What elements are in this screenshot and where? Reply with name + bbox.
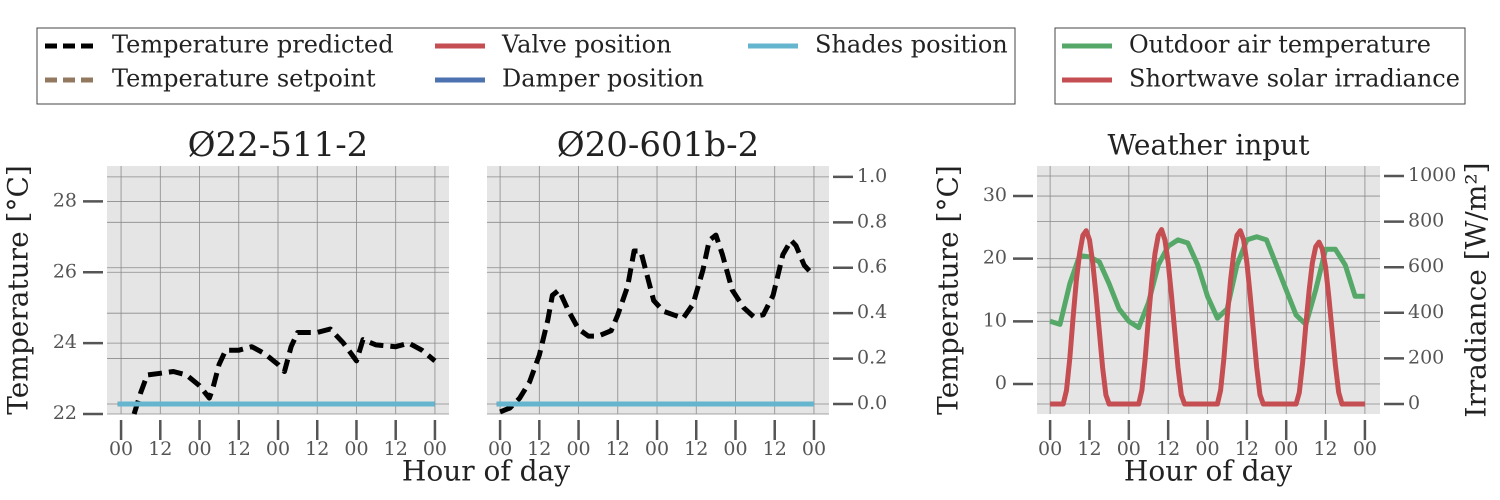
panel-title: Ø20-601b-2: [557, 125, 759, 165]
y2-tick-label: 0.2: [857, 347, 887, 369]
x-tick-label: 00: [1195, 438, 1219, 460]
x-tick-label: 12: [227, 438, 251, 460]
y2-tick-label: 200: [1408, 346, 1444, 368]
x-tick-label: 12: [1235, 438, 1259, 460]
legend-box: [1054, 27, 1466, 105]
x-tick-label: 00: [802, 438, 826, 460]
legend-label: Temperature setpoint: [112, 65, 376, 93]
series-line: [131, 326, 437, 415]
x-tick-label: 00: [645, 438, 669, 460]
x-tick-label: 00: [1038, 438, 1062, 460]
x-tick-label: 12: [384, 438, 408, 460]
y2-tick-label: 0: [1408, 392, 1420, 414]
legend-label: Valve position: [501, 31, 672, 59]
y2-tick-label: 0.6: [857, 256, 887, 278]
y2-tick-label: 0.0: [857, 392, 887, 414]
panel-title: Ø22-511-2: [188, 125, 369, 165]
y-tick-label: 22: [53, 402, 77, 424]
x-tick-label: 00: [723, 438, 747, 460]
y-tick-label: 30: [983, 184, 1007, 206]
series-line: [1050, 227, 1365, 407]
series-line: [499, 232, 813, 415]
x-tick-label: 00: [266, 438, 290, 460]
x-tick-label: 12: [1077, 438, 1101, 460]
y2-tick-label: 1.0: [857, 165, 887, 187]
x-axis-label: Hour of day: [402, 455, 570, 488]
x-tick-label: 00: [488, 438, 512, 460]
y2-tick-label: 1000: [1408, 164, 1456, 186]
y2-tick-label: 800: [1408, 210, 1444, 232]
x-tick-label: 00: [423, 438, 447, 460]
x-tick-label: 12: [763, 438, 787, 460]
legend-box: [36, 27, 1016, 105]
y-tick-label: 20: [983, 247, 1007, 269]
legend-label: Shortwave solar irradiance: [1129, 65, 1460, 93]
x-tick-label: 12: [606, 438, 630, 460]
y2-tick-label: 600: [1408, 255, 1444, 277]
x-tick-label: 12: [1313, 438, 1337, 460]
y-axis-label: Temperature [°C]: [2, 165, 35, 415]
x-tick-label: 00: [566, 438, 590, 460]
y2-tick-label: 400: [1408, 301, 1444, 323]
y-tick-label: 0: [995, 372, 1007, 394]
x-tick-label: 00: [1274, 438, 1298, 460]
y2-axis-label: Irradiance [W/m²]: [1460, 162, 1493, 417]
x-tick-label: 12: [527, 438, 551, 460]
y-axis-label: Temperature [°C]: [932, 165, 965, 415]
legend-label: Outdoor air temperature: [1129, 31, 1431, 59]
legend-label: Damper position: [502, 65, 704, 93]
series-line: [1049, 234, 1365, 331]
legend-label: Shades position: [815, 31, 1008, 59]
x-tick-label: 00: [187, 438, 211, 460]
x-axis-label: Hour of day: [1124, 455, 1292, 488]
x-tick-label: 00: [1353, 438, 1377, 460]
legend-label: Temperature predicted: [112, 31, 394, 59]
y-tick-label: 10: [983, 309, 1007, 331]
plot-area: [487, 166, 829, 414]
y-tick-label: 24: [53, 331, 77, 353]
y2-tick-label: 0.8: [857, 210, 887, 232]
x-tick-label: 12: [148, 438, 172, 460]
x-tick-label: 00: [344, 438, 368, 460]
x-tick-label: 12: [305, 438, 329, 460]
x-tick-label: 00: [1117, 438, 1141, 460]
y2-tick-label: 0.4: [857, 301, 887, 323]
x-tick-label: 12: [684, 438, 708, 460]
y-tick-label: 28: [53, 189, 77, 211]
panel-title: Weather input: [1107, 129, 1310, 162]
x-tick-label: 00: [109, 438, 133, 460]
x-tick-label: 12: [1156, 438, 1180, 460]
y-tick-label: 26: [53, 260, 77, 282]
